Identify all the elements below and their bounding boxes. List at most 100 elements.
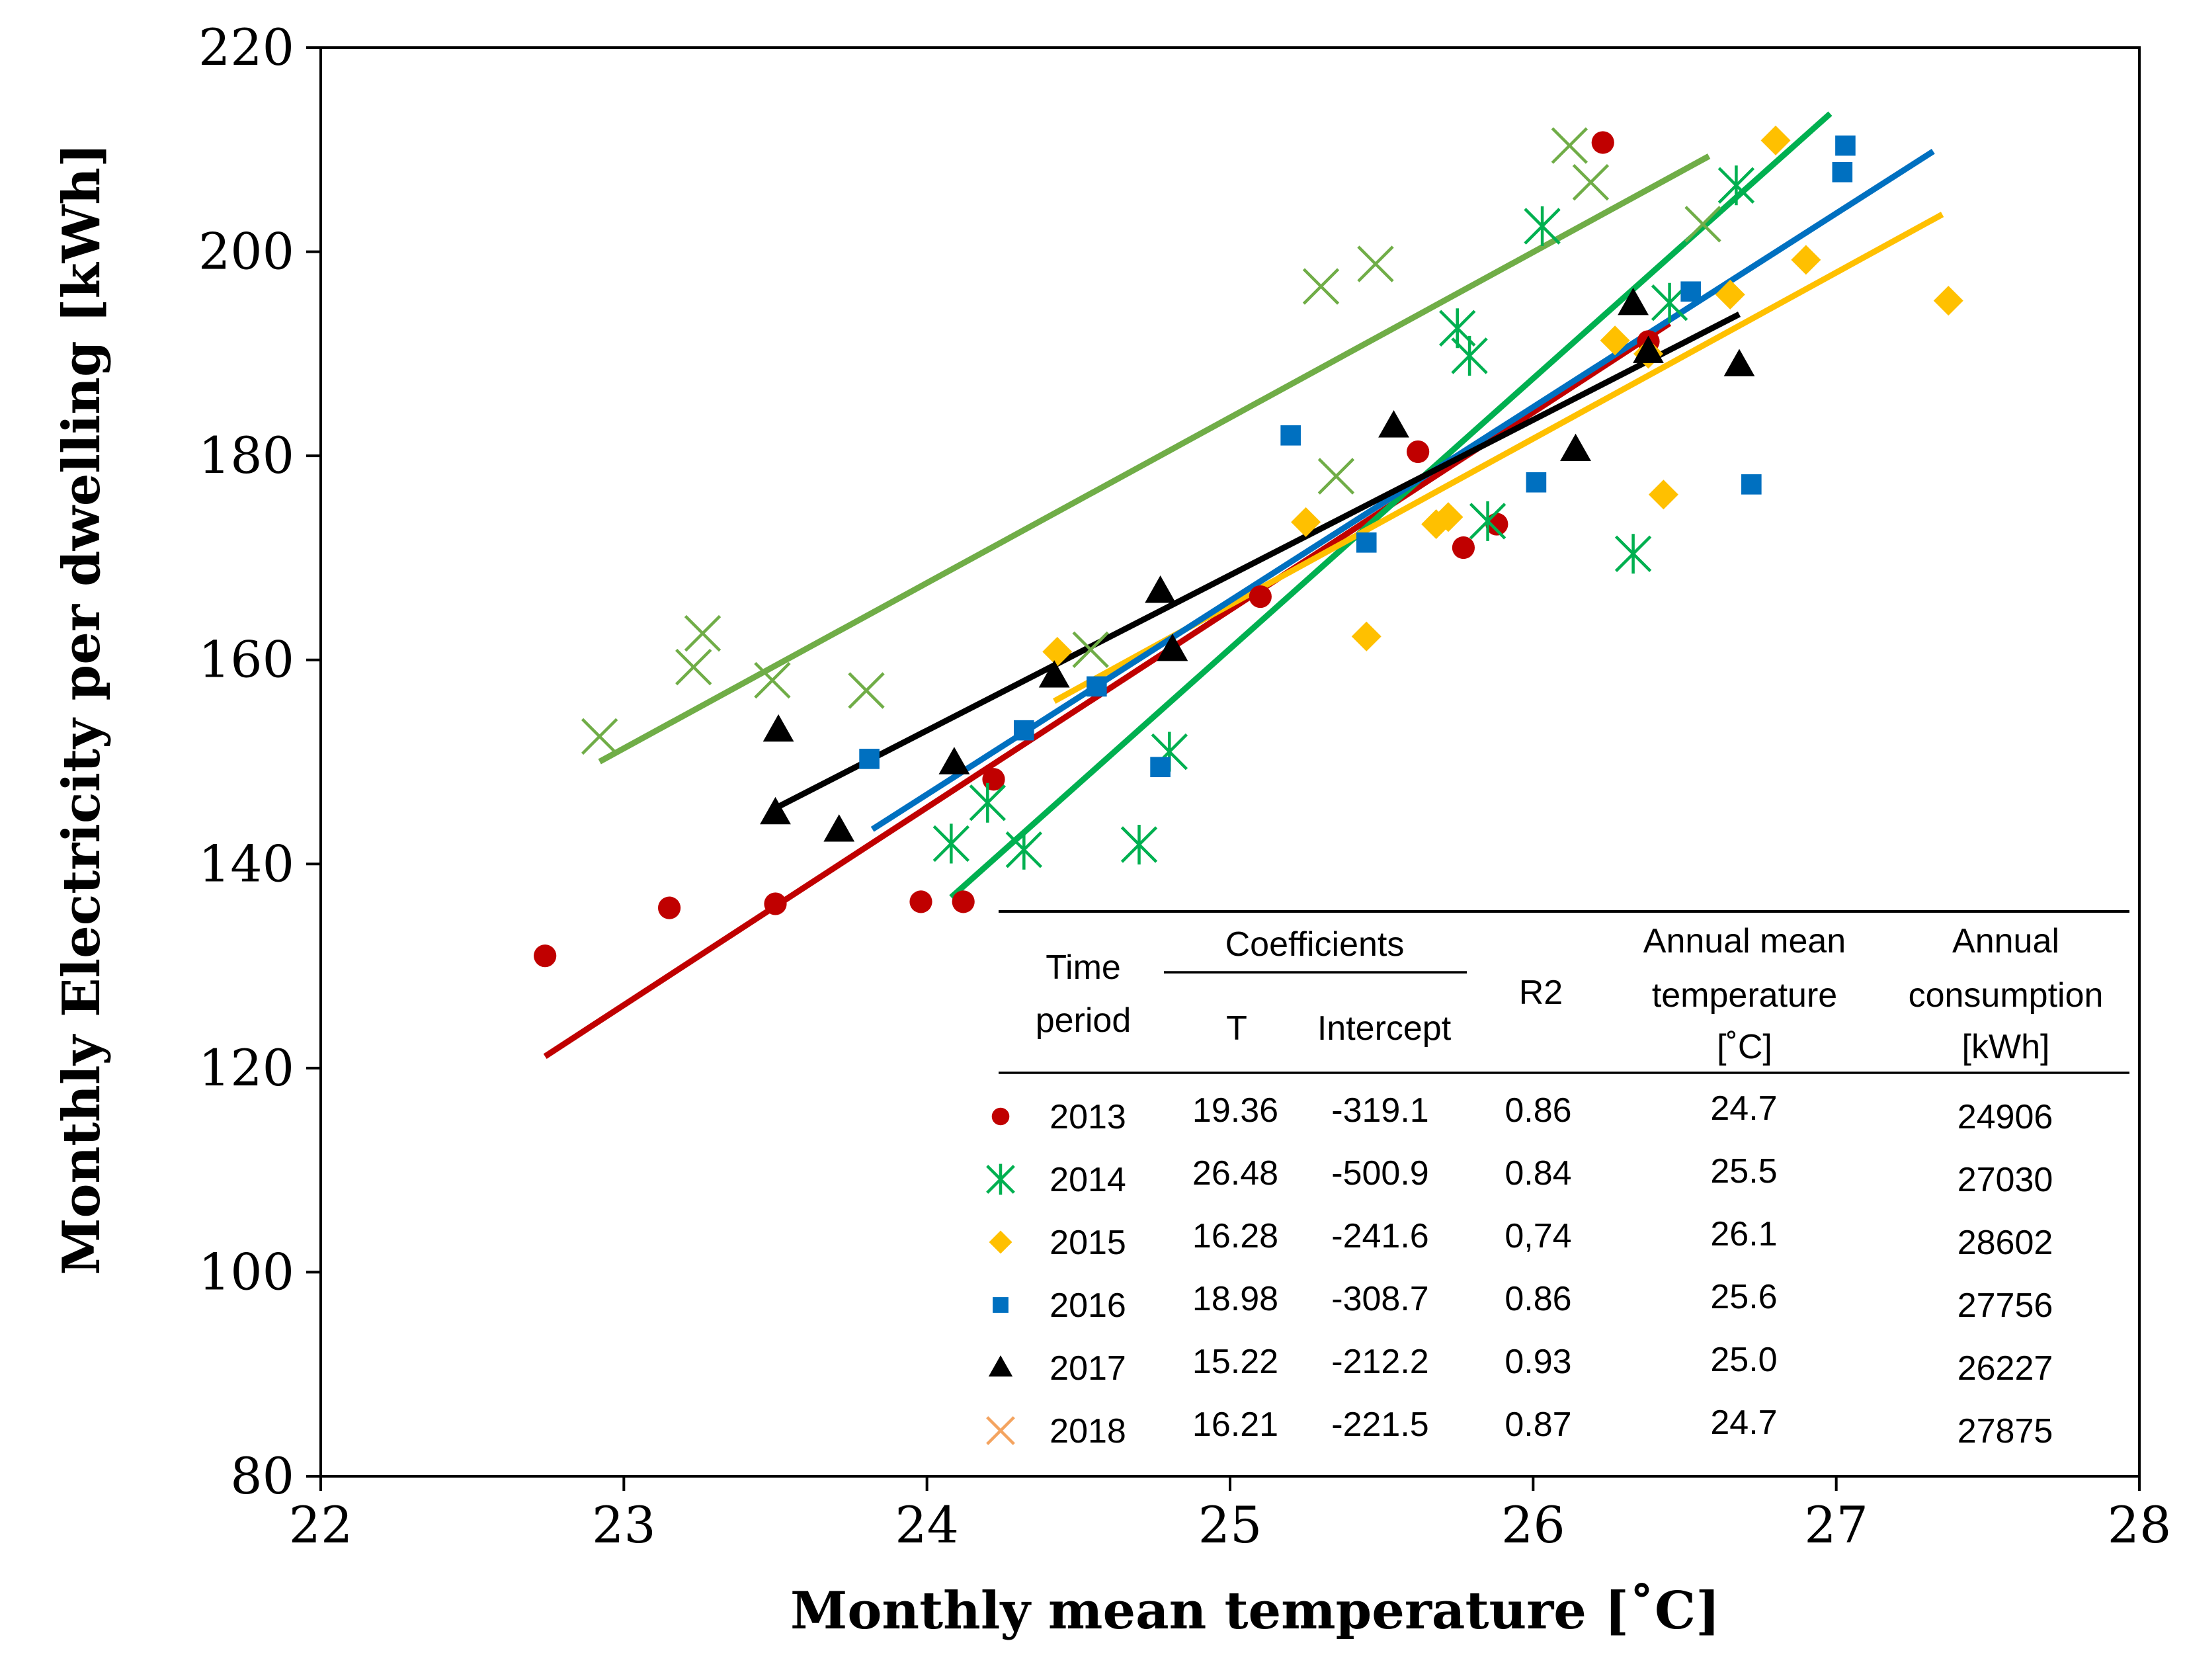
row-intercept: -319.1	[1331, 1091, 1428, 1130]
point-2017	[1145, 575, 1176, 603]
point-2017	[760, 796, 791, 825]
point-2017	[1157, 633, 1188, 661]
point-2017	[938, 747, 970, 775]
row-r2: 0.86	[1505, 1280, 1571, 1318]
point-2017	[823, 814, 855, 842]
legend-marker-2014	[986, 1163, 1015, 1195]
point-2017	[1723, 349, 1755, 376]
axes: 22 23 24 25 26 27 28 80 100 120 140 160 180 200 220	[198, 18, 2171, 1554]
point-2015	[1042, 636, 1073, 667]
row-t: 16.28	[1192, 1217, 1278, 1255]
point-2018	[1317, 458, 1355, 495]
point-2016	[1832, 161, 1853, 183]
point-2014	[1614, 534, 1652, 574]
point-2014	[1005, 829, 1043, 870]
data-markers	[534, 125, 1963, 968]
point-2014	[1524, 206, 1561, 247]
x-tick-label: 27	[1804, 1495, 1868, 1554]
header-annual-mean: Annual mean	[1643, 922, 1846, 960]
row-intercept: -221.5	[1331, 1406, 1428, 1444]
point-2018	[675, 648, 712, 686]
point-2018	[1302, 268, 1340, 305]
row-temp: 26.1	[1710, 1215, 1777, 1253]
point-2017	[1618, 287, 1649, 315]
point-2014	[1120, 824, 1158, 864]
point-2015	[1600, 325, 1630, 356]
row-t: 15.22	[1192, 1343, 1278, 1381]
point-2017	[1038, 660, 1070, 688]
point-2015	[1791, 245, 1821, 275]
row-r2: 0.87	[1505, 1406, 1571, 1444]
row-year: 2014	[1050, 1161, 1126, 1199]
point-2016	[1087, 676, 1107, 697]
row-r2: 0.86	[1505, 1091, 1571, 1130]
fit-lines	[543, 111, 1944, 1059]
x-tick-label: 26	[1501, 1495, 1565, 1554]
row-year: 2018	[1050, 1412, 1126, 1450]
row-consumption: 27030	[1958, 1161, 2053, 1199]
row-t: 18.98	[1192, 1280, 1278, 1318]
row-year: 2016	[1050, 1286, 1126, 1325]
regression-table: Time period Coefficients T Intercept R2 Annual…	[986, 910, 2129, 1450]
point-2013	[909, 890, 932, 913]
point-2013	[764, 892, 787, 915]
point-2018	[1684, 206, 1721, 243]
row-consumption: 27875	[1958, 1412, 2053, 1450]
y-tick-label: 220	[198, 18, 294, 77]
point-2018	[1572, 163, 1610, 201]
fit-line-2018	[598, 153, 1711, 765]
x-tick-label: 28	[2108, 1495, 2172, 1554]
row-year: 2017	[1050, 1349, 1126, 1388]
x-tick-label: 23	[592, 1495, 656, 1554]
row-intercept: -500.9	[1331, 1154, 1428, 1193]
point-2016	[1741, 474, 1762, 495]
y-axis-title: Monthly Electricity per dwelling [kWh]	[52, 143, 112, 1275]
point-2016	[1014, 720, 1034, 741]
point-2015	[1715, 279, 1745, 310]
point-2018	[581, 718, 618, 755]
row-year: 2013	[1050, 1098, 1126, 1136]
row-r2: 0,74	[1505, 1217, 1571, 1255]
point-2014	[969, 782, 1007, 823]
point-2016	[1356, 532, 1377, 553]
point-2013	[534, 945, 557, 968]
x-axis-title: Monthly mean temperature [˚C]	[790, 1581, 1720, 1641]
header-intercept: Intercept	[1317, 1009, 1452, 1048]
fit-line-2017	[770, 312, 1741, 813]
point-2013	[952, 890, 975, 913]
row-intercept: -241.6	[1331, 1217, 1428, 1255]
row-temp: 25.6	[1710, 1278, 1777, 1316]
point-2016	[1835, 135, 1856, 156]
point-2014	[1717, 165, 1755, 206]
y-tick-label: 120	[198, 1038, 294, 1097]
row-consumption: 28602	[1958, 1224, 2053, 1262]
point-2015	[1648, 480, 1678, 510]
row-r2: 0.93	[1505, 1343, 1571, 1381]
row-intercept: -308.7	[1331, 1280, 1428, 1318]
row-r2: 0.84	[1505, 1154, 1571, 1193]
header-coefficients: Coefficients	[1225, 925, 1405, 964]
point-2013	[1591, 131, 1614, 154]
point-2014	[1469, 501, 1506, 541]
row-intercept: -212.2	[1331, 1343, 1428, 1381]
row-t: 26.48	[1192, 1154, 1278, 1193]
y-tick-label: 100	[198, 1242, 294, 1301]
header-consumption: consumption	[1909, 976, 2104, 1015]
point-2018	[1072, 631, 1109, 668]
y-tick-label: 80	[230, 1447, 294, 1505]
header-t: T	[1226, 1009, 1247, 1048]
point-2017	[763, 714, 794, 742]
point-2016	[1680, 281, 1701, 302]
point-2016	[1150, 757, 1171, 778]
legend-marker-2016	[993, 1297, 1009, 1313]
row-temp: 25.5	[1710, 1152, 1777, 1191]
point-2018	[1357, 245, 1394, 282]
point-2013	[1249, 585, 1272, 609]
point-2013	[1407, 440, 1430, 464]
y-tick-label: 160	[198, 630, 294, 689]
point-2014	[932, 823, 970, 864]
point-2018	[848, 672, 885, 709]
header-kwh: [kWh]	[1962, 1028, 2050, 1066]
point-2015	[1760, 125, 1791, 155]
